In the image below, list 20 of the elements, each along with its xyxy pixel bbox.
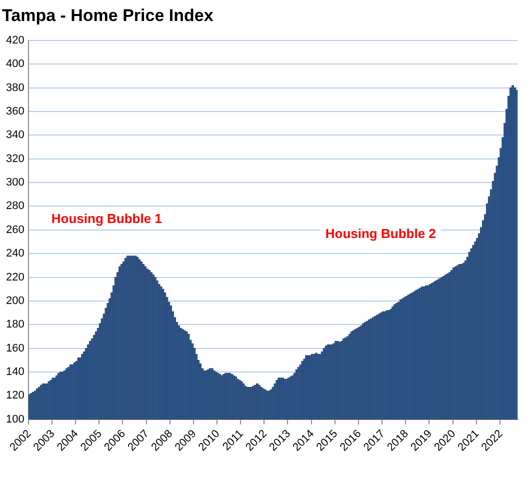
y-tick-label: 420 [6, 34, 24, 46]
y-tick-label: 140 [6, 366, 24, 378]
chart-title: Tampa - Home Price Index [2, 6, 214, 25]
y-tick-label: 400 [6, 58, 24, 70]
y-tick-label: 200 [6, 294, 24, 307]
y-tick-label: 160 [6, 342, 24, 354]
y-tick-label: 260 [6, 224, 24, 236]
y-tick-label: 280 [6, 200, 24, 212]
y-tick-label: 180 [6, 318, 24, 331]
annotation: Housing Bubble 1 [51, 211, 162, 226]
y-tick-label: 300 [6, 176, 24, 189]
y-tick-label: 120 [6, 390, 24, 402]
y-tick-label: 100 [6, 413, 24, 426]
y-tick-label: 320 [6, 152, 24, 165]
y-tick-label: 360 [6, 105, 24, 118]
annotation: Housing Bubble 2 [325, 226, 436, 242]
y-tick-label: 380 [6, 82, 24, 94]
y-tick-label: 220 [6, 271, 24, 284]
y-tick-label: 240 [6, 248, 24, 260]
y-tick-label: 340 [6, 129, 24, 142]
